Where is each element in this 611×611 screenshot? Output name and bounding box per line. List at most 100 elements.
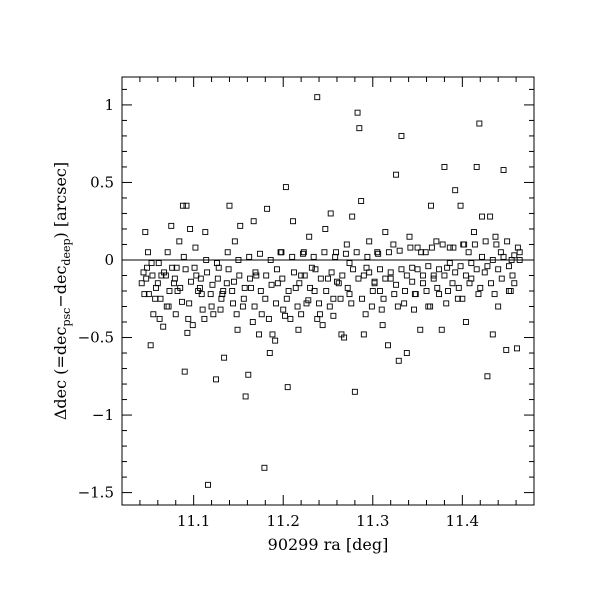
- data-point: [241, 284, 248, 291]
- data-point: [487, 213, 494, 220]
- data-point: [261, 464, 268, 471]
- data-point: [273, 266, 280, 273]
- x-axis-label: 90299 ra [deg]: [268, 535, 389, 554]
- data-point: [504, 238, 511, 245]
- data-point: [325, 275, 331, 282]
- y-axis-label-mid: −dec: [51, 266, 70, 308]
- data-point: [290, 218, 297, 225]
- data-point: [154, 280, 161, 287]
- data-point: [491, 291, 498, 298]
- data-point: [419, 272, 426, 279]
- data-point: [350, 266, 357, 273]
- data-point: [145, 291, 152, 298]
- data-point: [311, 288, 318, 294]
- data-point: [445, 288, 451, 294]
- data-point: [452, 187, 459, 194]
- data-point: [406, 233, 413, 240]
- data-point: [446, 244, 453, 251]
- data-point: [323, 288, 330, 294]
- data-point: [391, 291, 398, 298]
- data-point: [471, 241, 478, 248]
- data-point: [369, 288, 376, 294]
- data-point: [362, 311, 369, 318]
- data-point: [173, 264, 180, 271]
- y-tick-label: −1.5: [78, 484, 114, 502]
- data-point: [462, 272, 469, 279]
- x-tick-label: 11.1: [177, 512, 210, 530]
- data-point: [237, 222, 244, 229]
- data-point: [150, 311, 157, 318]
- data-point: [308, 264, 315, 271]
- data-point: [500, 253, 507, 260]
- data-point: [246, 253, 253, 260]
- data-point: [168, 222, 175, 229]
- data-point: [511, 252, 518, 259]
- data-point: [505, 263, 512, 270]
- y-tick-label: 0: [104, 251, 114, 269]
- data-point: [248, 284, 254, 291]
- data-point: [262, 295, 269, 302]
- data-point: [291, 269, 297, 276]
- data-point: [402, 288, 408, 294]
- data-point: [477, 284, 484, 291]
- data-point: [479, 253, 486, 260]
- data-point: [233, 311, 240, 318]
- data-point: [158, 272, 165, 279]
- data-point: [231, 278, 237, 285]
- data-point: [236, 272, 243, 279]
- data-point: [225, 266, 232, 273]
- data-point: [180, 253, 187, 260]
- data-point: [507, 288, 514, 294]
- y-axis-label: Δdec (=decpsc−decdeep) [arcsec]: [51, 162, 73, 420]
- data-point: [242, 393, 249, 400]
- data-point: [427, 303, 434, 310]
- data-point: [152, 295, 159, 302]
- data-point: [282, 312, 288, 319]
- data-point: [457, 263, 464, 270]
- data-point: [418, 249, 425, 256]
- data-point: [371, 278, 378, 285]
- data-point: [192, 244, 199, 251]
- data-point: [280, 306, 287, 313]
- data-point: [351, 388, 358, 395]
- data-point: [461, 241, 468, 248]
- data-point: [489, 331, 496, 338]
- data-point: [344, 284, 351, 291]
- data-point: [438, 326, 445, 333]
- data-point: [335, 280, 342, 287]
- data-point: [294, 303, 301, 310]
- data-point: [509, 272, 516, 279]
- data-point: [475, 291, 482, 298]
- data-point: [166, 288, 173, 294]
- data-point: [387, 269, 394, 276]
- data-point: [188, 278, 194, 285]
- data-point: [393, 281, 400, 288]
- data-point: [462, 319, 469, 325]
- data-point: [366, 238, 373, 245]
- data-point: [514, 244, 521, 251]
- data-point: [398, 132, 405, 139]
- data-point: [341, 334, 348, 341]
- data-point: [202, 229, 209, 236]
- data-point: [314, 94, 321, 101]
- data-point: [205, 481, 211, 488]
- data-point: [213, 260, 220, 267]
- data-point: [359, 295, 365, 302]
- data-point: [319, 322, 326, 329]
- data-point: [207, 291, 214, 298]
- data-point: [272, 337, 279, 344]
- data-point: [278, 249, 285, 256]
- data-point: [417, 326, 424, 333]
- data-point: [269, 331, 276, 338]
- x-tick-label: 11.3: [356, 512, 389, 530]
- data-point: [498, 275, 505, 282]
- data-point: [172, 311, 179, 318]
- data-point: [282, 184, 289, 191]
- data-point: [264, 205, 271, 212]
- data-point: [428, 244, 435, 251]
- data-point: [268, 281, 275, 288]
- data-point: [240, 295, 247, 302]
- data-point: [197, 275, 204, 282]
- data-point: [339, 272, 346, 279]
- data-point: [143, 275, 150, 282]
